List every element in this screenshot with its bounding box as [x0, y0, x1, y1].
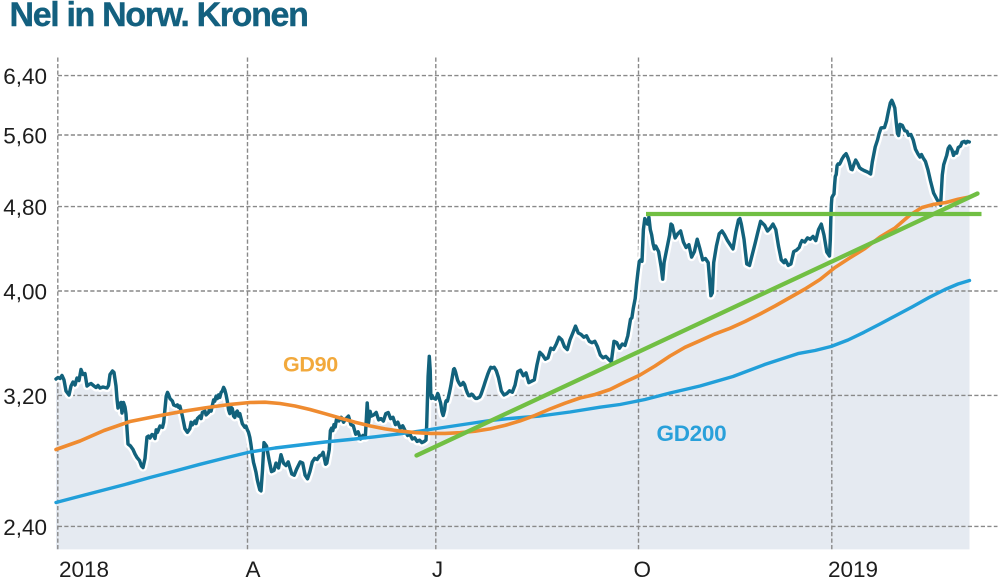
svg-text:6,40: 6,40 [3, 64, 47, 89]
svg-text:J: J [432, 557, 443, 581]
svg-text:4,80: 4,80 [3, 195, 47, 220]
svg-text:GD90: GD90 [283, 353, 338, 377]
svg-text:4,00: 4,00 [3, 279, 47, 304]
svg-text:2,40: 2,40 [3, 515, 47, 540]
svg-text:5,60: 5,60 [3, 123, 47, 148]
svg-text:A: A [245, 557, 260, 581]
svg-text:2018: 2018 [59, 557, 109, 581]
svg-text:3,20: 3,20 [3, 384, 47, 409]
svg-text:2019: 2019 [828, 557, 878, 581]
svg-text:GD200: GD200 [657, 421, 727, 446]
svg-text:O: O [634, 557, 652, 581]
